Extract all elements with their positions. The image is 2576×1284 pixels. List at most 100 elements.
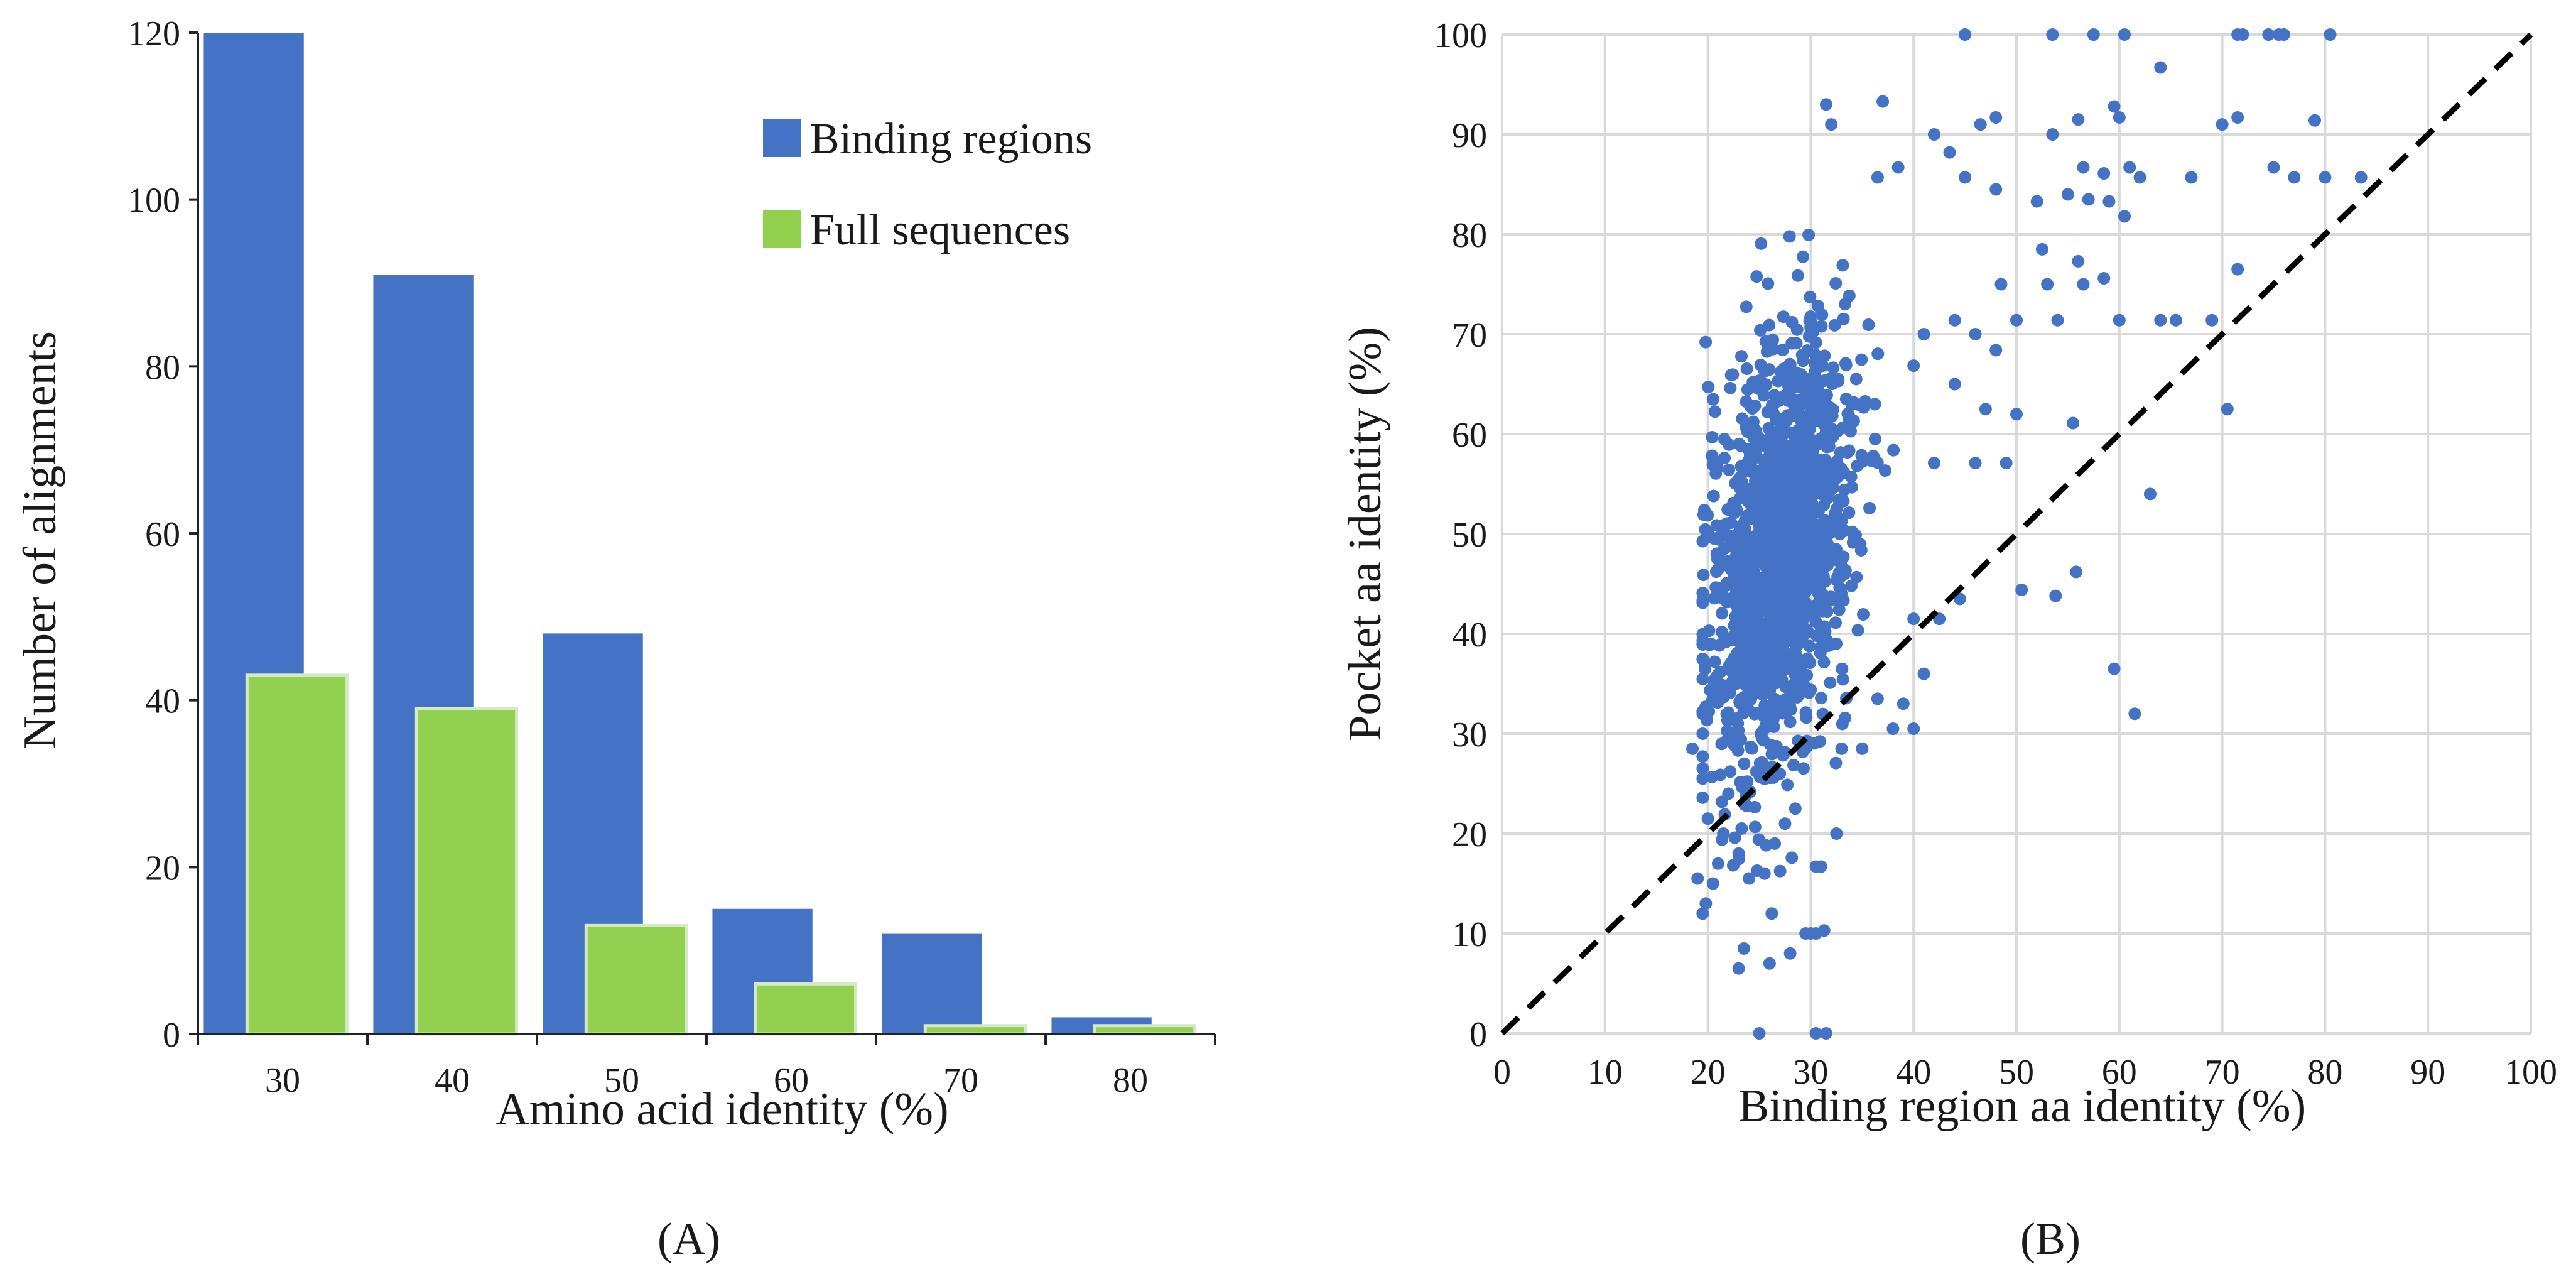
scatter-point xyxy=(1696,587,1709,600)
scatter-point xyxy=(1728,538,1741,552)
scatter-point xyxy=(1878,464,1891,477)
scatter-point xyxy=(1800,711,1813,724)
scatter-point xyxy=(1775,497,1788,510)
scatter-point xyxy=(2277,28,2290,41)
scatter-point xyxy=(1735,822,1748,835)
scatter-point xyxy=(2061,188,2074,201)
scatter-point xyxy=(2072,113,2085,126)
scatter-point xyxy=(2185,171,2198,184)
scatter-point xyxy=(1785,851,1799,864)
scatter-point xyxy=(1989,111,2003,124)
scatter-point xyxy=(1871,171,1884,184)
scatter-point xyxy=(1699,523,1712,536)
scatter-point xyxy=(1829,616,1842,629)
scatter-point xyxy=(1734,460,1748,473)
scatter-point xyxy=(1768,837,1782,850)
scatter-point xyxy=(1745,680,1758,693)
scatter-point xyxy=(1767,452,1780,465)
scatter-point xyxy=(1795,416,1808,429)
bar-chart-panel: 0 20 40 60 80 100 120 30 40 50 60 70 80 Amino acid … xyxy=(14,14,1216,1264)
scatter-chart-grid xyxy=(1501,33,2532,1035)
scatter-point xyxy=(1845,579,1858,592)
scatter-point xyxy=(2236,28,2249,41)
scatter-point xyxy=(1837,550,1850,563)
scatter-point xyxy=(1907,722,1920,736)
scatter-point xyxy=(1738,757,1751,770)
scatter-point xyxy=(2308,114,2322,127)
scatter-point xyxy=(2015,584,2028,597)
scatter-point xyxy=(1806,486,1819,499)
scatter-point xyxy=(1746,607,1759,621)
scatter-point xyxy=(1781,594,1794,607)
bar-chart-y-tick-label: 0 xyxy=(163,1016,180,1055)
scatter-point xyxy=(1770,506,1783,520)
scatter-point xyxy=(1758,364,1771,377)
scatter-point xyxy=(1759,500,1772,513)
scatter-point xyxy=(2354,171,2368,184)
scatter-point xyxy=(1781,704,1794,717)
scatter-point xyxy=(1818,557,1831,570)
scatter-point xyxy=(1731,568,1745,581)
scatter-point xyxy=(2087,28,2100,41)
scatter-point xyxy=(1784,552,1797,565)
scatter-point xyxy=(1740,362,1753,375)
scatter-chart-x-tick-label: 70 xyxy=(2205,1053,2240,1092)
scatter-point xyxy=(1708,655,1721,668)
scatter-point xyxy=(1696,772,1709,785)
scatter-point xyxy=(1724,381,1737,394)
bar-chart-x-tick-label: 80 xyxy=(1113,1061,1148,1100)
scatter-point xyxy=(1989,183,2003,196)
scatter-point xyxy=(1804,569,1817,582)
scatter-point xyxy=(1748,511,1761,524)
scatter-point xyxy=(1786,498,1799,511)
scatter-point xyxy=(1765,624,1778,638)
scatter-point xyxy=(1804,604,1817,617)
scatter-point xyxy=(1713,582,1726,595)
scatter-point xyxy=(1815,692,1828,705)
scatter-point xyxy=(1708,405,1721,418)
scatter-point xyxy=(1994,278,2008,291)
scatter-point xyxy=(1782,411,1795,424)
scatter-point xyxy=(1794,381,1807,394)
scatter-chart-y-tick-label: 90 xyxy=(1452,116,1487,155)
bar-chart-y-axis-title: Number of alignments xyxy=(14,331,66,749)
scatter-point xyxy=(1797,250,1810,263)
scatter-point xyxy=(1771,562,1784,575)
bar-binding-regions-70 xyxy=(882,933,982,1034)
scatter-point xyxy=(1829,756,1843,770)
panel-label-b: (B) xyxy=(2020,1214,2081,1264)
scatter-point xyxy=(1699,662,1712,675)
scatter-point xyxy=(1696,628,1709,641)
scatter-point xyxy=(1758,577,1772,590)
scatter-point xyxy=(1723,438,1736,451)
scatter-point xyxy=(1706,393,1719,406)
scatter-point xyxy=(1706,458,1719,471)
scatter-point xyxy=(1796,447,1809,460)
scatter-point xyxy=(1809,365,1822,378)
scatter-point xyxy=(2113,313,2126,327)
scatter-point xyxy=(1809,615,1822,628)
scatter-chart-x-tick-label: 40 xyxy=(1896,1053,1931,1092)
scatter-point xyxy=(1787,759,1800,772)
scatter-point xyxy=(1855,353,1868,366)
scatter-point xyxy=(1876,95,1890,108)
bar-chart-y-tick-label: 80 xyxy=(145,348,180,387)
scatter-point xyxy=(1858,394,1871,408)
scatter-point xyxy=(2231,263,2244,276)
scatter-chart-x-axis: 0 10 20 30 40 50 60 70 80 90 100 xyxy=(1493,1053,2557,1092)
scatter-point xyxy=(1811,411,1824,425)
scatter-point xyxy=(1887,443,1900,457)
scatter-chart-y-tick-label: 100 xyxy=(1434,16,1487,55)
scatter-point xyxy=(2046,128,2059,141)
scatter-point xyxy=(1696,727,1709,740)
scatter-point xyxy=(1787,564,1800,577)
scatter-point xyxy=(2128,707,2141,721)
scatter-point xyxy=(1762,468,1775,481)
scatter-point xyxy=(1797,762,1810,775)
scatter-point xyxy=(1722,787,1735,800)
scatter-point xyxy=(1843,444,1856,457)
scatter-point xyxy=(1696,707,1709,721)
scatter-chart-y-axis-title: Pocket aa identity (%) xyxy=(1339,327,1391,741)
scatter-point xyxy=(1713,561,1726,574)
scatter-point xyxy=(1778,526,1792,540)
